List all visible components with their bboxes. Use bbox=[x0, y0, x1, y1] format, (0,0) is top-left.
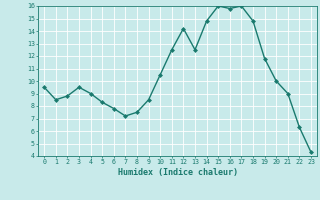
X-axis label: Humidex (Indice chaleur): Humidex (Indice chaleur) bbox=[118, 168, 238, 177]
